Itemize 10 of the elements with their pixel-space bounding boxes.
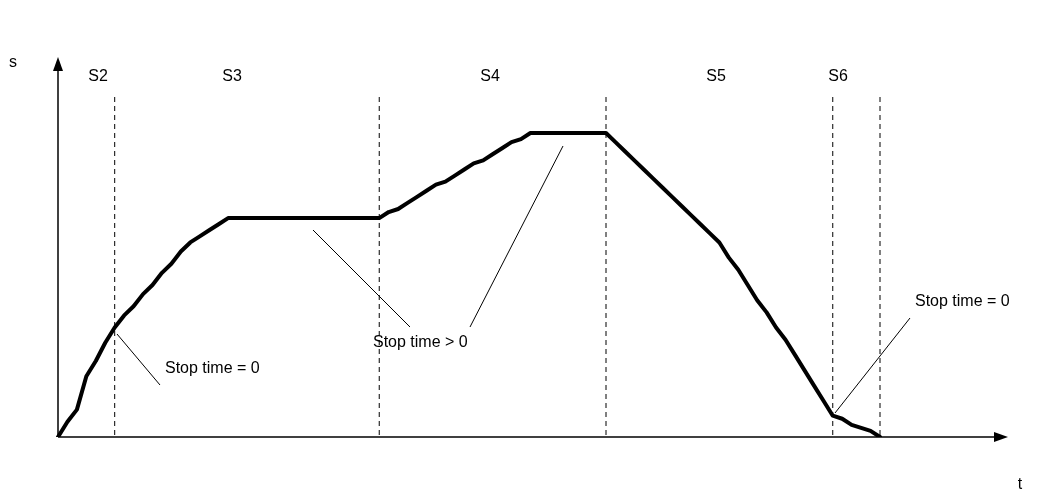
text: S3 [222, 67, 242, 85]
text: S6 [828, 67, 848, 85]
text: S5 [706, 67, 726, 85]
text: Stop time = 0 [915, 292, 1010, 310]
text: t [1017, 475, 1023, 493]
annotation: Stop time = 0 [165, 359, 260, 377]
y-axis-title: s [9, 53, 17, 71]
annotation: Stop time > 0 [373, 333, 468, 351]
text: S2 [88, 67, 108, 85]
text: S4 [480, 67, 500, 85]
